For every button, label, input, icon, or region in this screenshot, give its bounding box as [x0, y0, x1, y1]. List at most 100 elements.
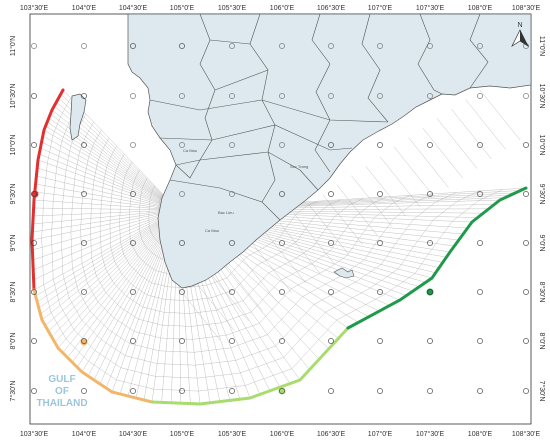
graticule-marker	[477, 240, 483, 246]
lon-label-bottom: 107°0'E	[368, 430, 393, 438]
mesh-line	[62, 209, 179, 353]
place-label-3: Ca Mau	[205, 228, 219, 233]
lat-label-left: 10°0'N	[9, 135, 17, 156]
graticule-marker	[328, 142, 334, 148]
mesh-arc	[41, 97, 503, 392]
lon-label-top: 108°0'E	[468, 4, 493, 12]
graticule-marker	[229, 240, 235, 246]
mesh-line	[308, 204, 349, 255]
place-label-1: Ca Mau	[183, 148, 197, 153]
mesh-line	[54, 209, 179, 343]
graticule-marker	[130, 142, 136, 148]
mesh-line	[337, 185, 378, 236]
graticule-marker	[130, 388, 136, 394]
graticule-marker	[377, 93, 383, 99]
graticule-marker	[130, 93, 136, 99]
graticule-marker	[229, 338, 235, 344]
lon-label-bottom: 105°30'E	[218, 430, 247, 438]
graticule-marker	[427, 338, 433, 344]
graticule-marker	[427, 388, 433, 394]
mesh-line	[33, 209, 179, 217]
graticule-marker	[477, 338, 483, 344]
mesh-line	[43, 129, 179, 211]
lon-label-bottom: 104°0'E	[72, 430, 97, 438]
graticule-marker	[377, 388, 383, 394]
province-borders	[149, 13, 489, 221]
mesh-line	[294, 213, 335, 264]
lon-label-top: 105°30'E	[218, 4, 247, 12]
gulf-label-line1: GULF	[48, 374, 75, 385]
graticule-marker	[81, 43, 87, 49]
mesh-line	[351, 175, 392, 226]
lon-label-top: 104°30'E	[119, 4, 148, 12]
mesh-arc	[80, 129, 411, 340]
lon-label-top: 108°30'E	[512, 4, 541, 12]
lon-label-bottom: 105°0'E	[170, 430, 195, 438]
lat-label-left: 11°0'N	[9, 36, 17, 56]
mesh-line	[322, 194, 363, 245]
mesh-line	[47, 121, 179, 211]
graticule-marker	[179, 338, 185, 344]
graticule-marker	[523, 142, 529, 148]
lon-label-top: 107°30'E	[416, 4, 445, 12]
mesh-line	[37, 159, 179, 211]
graticule-marker	[279, 388, 285, 394]
lon-label-top: 105°0'E	[170, 4, 195, 12]
mesh-line	[34, 191, 179, 211]
mesh-line	[265, 232, 306, 283]
graticule-marker	[377, 142, 383, 148]
graticule-marker	[179, 240, 185, 246]
lon-label-bottom: 107°30'E	[416, 430, 445, 438]
graticule-marker	[328, 338, 334, 344]
boundary-southeast-green	[346, 186, 528, 330]
graticule-markers	[31, 43, 529, 394]
graticule-marker	[229, 142, 235, 148]
mesh-line	[57, 209, 179, 349]
graticule-marker	[81, 338, 87, 344]
lat-label-left: 10°30'N	[9, 84, 17, 109]
graticule-marker	[477, 142, 483, 148]
mesh-line	[33, 207, 179, 211]
graticule-marker	[279, 93, 285, 99]
mesh-line	[33, 199, 179, 211]
mesh-line	[33, 209, 179, 271]
gulf-label-line2: OF	[55, 386, 69, 397]
graticule-marker	[81, 289, 87, 295]
mesh-line	[237, 251, 278, 303]
lon-label-top: 104°0'E	[72, 4, 97, 12]
graticule-marker	[477, 388, 483, 394]
mesh-arc	[119, 161, 318, 288]
mesh-line	[479, 89, 521, 141]
mesh-line	[32, 209, 179, 251]
mesh-line	[48, 209, 179, 332]
boundary-west-red	[30, 88, 65, 292]
graticule-marker	[523, 191, 529, 197]
graticule-marker	[81, 240, 87, 246]
lat-label-right: 10°30'N	[538, 84, 546, 109]
graticule-marker	[31, 191, 37, 197]
graticule-marker	[477, 289, 483, 295]
mesh-line	[48, 117, 179, 211]
island-west	[69, 93, 87, 141]
lat-label-left: 7°30'N	[9, 381, 17, 402]
graticule-marker	[31, 93, 37, 99]
lon-label-bottom: 106°0'E	[270, 430, 295, 438]
graticule-marker	[279, 240, 285, 246]
graticule-marker	[179, 93, 185, 99]
lat-label-right: 9°0'N	[538, 235, 546, 252]
graticule-marker	[328, 93, 334, 99]
lon-labels-bottom: 103°30'E 104°0'E 104°30'E 105°0'E 105°30'E 10…	[20, 430, 541, 438]
boundary-southwest-orange	[32, 288, 154, 404]
graticule-marker	[229, 93, 235, 99]
graticule-marker	[328, 289, 334, 295]
place-label-4: Soc Trang	[290, 164, 308, 169]
graticule-marker	[328, 43, 334, 49]
graticule-marker	[31, 388, 37, 394]
lat-label-right: 8°30'N	[538, 282, 546, 303]
mesh-arc	[99, 145, 364, 314]
graticule-marker	[179, 142, 185, 148]
lon-label-bottom: 108°30'E	[512, 430, 541, 438]
graticule-marker	[229, 289, 235, 295]
mesh-line	[36, 175, 179, 211]
